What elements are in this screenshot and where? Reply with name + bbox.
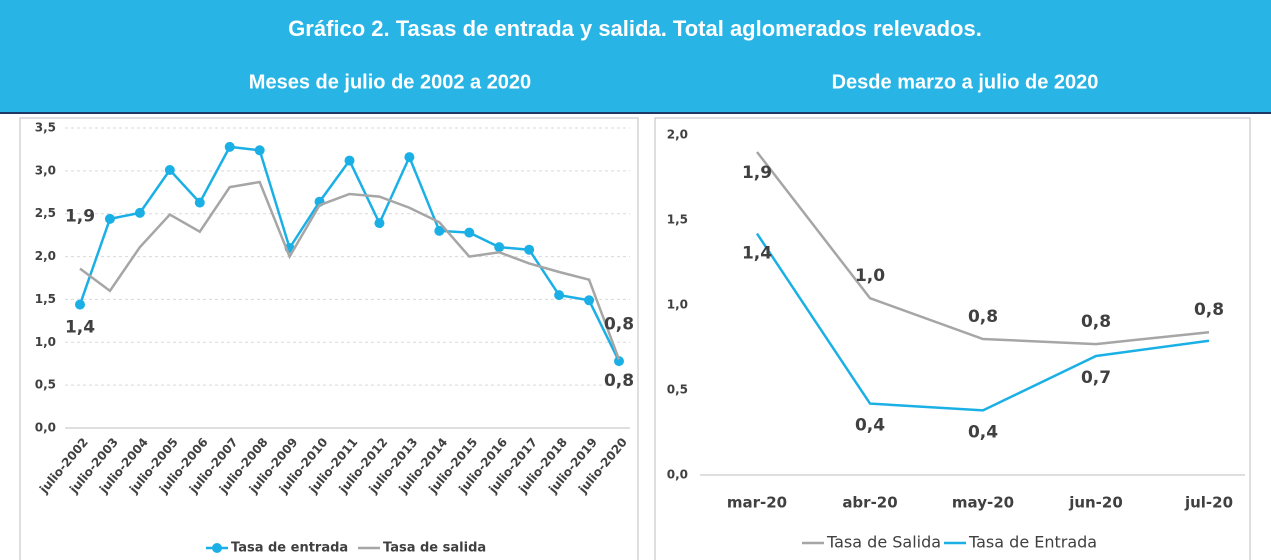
y-tick-label: 0,0 bbox=[35, 421, 56, 435]
data-label: 1,9 bbox=[65, 207, 95, 227]
legend-marker bbox=[212, 543, 222, 553]
y-tick-label: 0,5 bbox=[667, 383, 688, 397]
chart-subtitle: Meses de julio de 2002 a 2020 bbox=[249, 71, 531, 93]
point-marker bbox=[554, 290, 565, 301]
data-label: 0,4 bbox=[968, 422, 998, 442]
data-label: 0,8 bbox=[968, 307, 998, 327]
y-tick-label: 3,0 bbox=[35, 163, 56, 177]
legend-label: Tasa de salida bbox=[383, 541, 486, 556]
series-line bbox=[79, 180, 621, 360]
x-tick-label: abr-20 bbox=[842, 494, 897, 512]
point-marker bbox=[344, 155, 355, 166]
point-marker bbox=[164, 165, 175, 175]
series-line bbox=[78, 145, 621, 362]
data-label: 0,8 bbox=[604, 314, 634, 334]
x-tick-label: may-20 bbox=[952, 494, 1014, 512]
y-tick-label: 2,0 bbox=[35, 249, 56, 263]
point-marker bbox=[104, 213, 115, 224]
chart-frame bbox=[654, 117, 1251, 560]
y-tick-label: 1,5 bbox=[667, 213, 688, 227]
legend-label: Tasa de entrada bbox=[231, 541, 348, 556]
point-marker bbox=[134, 207, 145, 218]
point-marker bbox=[404, 152, 415, 163]
point-marker bbox=[224, 141, 235, 152]
y-tick-label: 2,0 bbox=[667, 128, 688, 142]
y-tick-label: 3,5 bbox=[35, 121, 56, 135]
data-label: 1,4 bbox=[742, 244, 772, 264]
y-tick-label: 1,0 bbox=[667, 298, 688, 312]
x-tick-label: jul-20 bbox=[1184, 494, 1233, 512]
data-label: 1,9 bbox=[742, 163, 772, 183]
point-marker bbox=[494, 242, 505, 253]
y-tick-label: 1,0 bbox=[35, 335, 56, 349]
y-tick-label: 1,5 bbox=[35, 292, 56, 306]
point-marker bbox=[464, 227, 475, 238]
y-tick-label: 2,5 bbox=[35, 206, 56, 220]
chart-frame bbox=[19, 117, 639, 560]
data-label: 0,7 bbox=[1081, 368, 1111, 388]
data-label: 0,8 bbox=[1081, 312, 1111, 332]
point-marker bbox=[75, 299, 85, 310]
point-marker bbox=[254, 145, 265, 156]
page-title: Gráfico 2. Tasas de entrada y salida. To… bbox=[288, 16, 982, 41]
data-label: 0,4 bbox=[855, 416, 885, 436]
point-marker bbox=[374, 218, 385, 229]
data-label: 0,8 bbox=[1194, 300, 1224, 320]
legend-label: Tasa de Salida bbox=[826, 533, 941, 552]
point-marker bbox=[434, 225, 445, 236]
data-label: 0,8 bbox=[604, 371, 634, 391]
series-line bbox=[756, 151, 1210, 346]
point-marker bbox=[194, 197, 205, 208]
y-tick-label: 0,5 bbox=[35, 378, 56, 392]
point-marker bbox=[614, 356, 624, 367]
chart-subtitle: Desde marzo a julio de 2020 bbox=[832, 71, 1099, 93]
point-marker bbox=[584, 295, 595, 306]
x-tick-label: jun-20 bbox=[1068, 494, 1123, 512]
data-label: 1,0 bbox=[855, 266, 885, 286]
data-label: 1,4 bbox=[65, 318, 95, 338]
header-band bbox=[0, 0, 1271, 112]
series-line bbox=[755, 232, 1210, 412]
point-marker bbox=[524, 244, 535, 255]
x-tick-label: mar-20 bbox=[727, 494, 787, 512]
y-tick-label: 0,0 bbox=[667, 468, 688, 482]
legend-label: Tasa de Entrada bbox=[968, 533, 1097, 552]
